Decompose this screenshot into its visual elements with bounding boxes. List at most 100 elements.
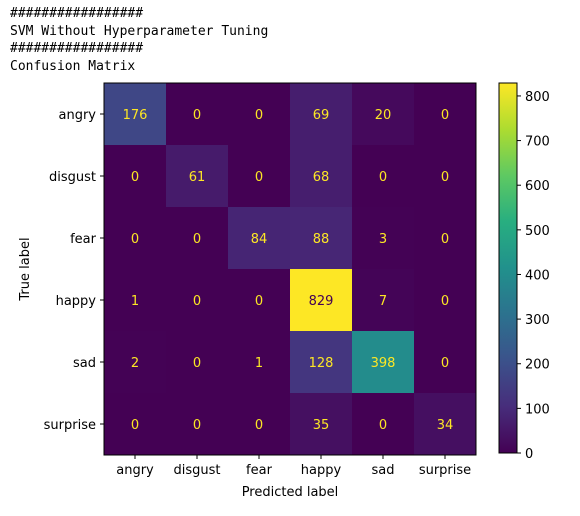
matrix-cell-angry-sad <box>352 83 414 145</box>
matrix-cell-fear-sad <box>352 207 414 269</box>
matrix-cell-sad-happy <box>290 331 352 393</box>
y-tick-label-angry: angry <box>59 108 97 123</box>
matrix-cell-angry-fear <box>228 83 290 145</box>
cell-value-fear-fear: 84 <box>251 232 268 247</box>
matrix-cell-happy-sad <box>352 269 414 331</box>
matrix-annotations: 176 0 0 69 20 00 61 0 68 0 00 0 84 88 3 01 0 0 829 7 02 0 1 128… <box>123 108 454 433</box>
cell-value-disgust-surprise: 0 <box>441 170 449 185</box>
matrix-cell-surprise-sad <box>352 393 414 455</box>
output-line-separator-bottom: ################# <box>10 41 144 56</box>
x-axis-ticks: angry disgust fear happy sad surprise <box>116 455 471 478</box>
matrix-cell-fear-surprise <box>414 207 476 269</box>
cell-value-sad-surprise: 0 <box>441 356 449 371</box>
cell-value-disgust-angry: 0 <box>131 170 139 185</box>
colorbar-tick-label-300: 300 <box>525 313 550 328</box>
colorbar-tick-label-700: 700 <box>525 135 550 150</box>
matrix-cell-sad-disgust <box>166 331 228 393</box>
cell-value-fear-disgust: 0 <box>193 232 201 247</box>
colorbar-tick-label-100: 100 <box>525 402 550 417</box>
cell-value-angry-sad: 20 <box>375 108 392 123</box>
matrix-cell-surprise-angry <box>104 393 166 455</box>
cell-value-surprise-surprise: 34 <box>437 418 454 433</box>
colorbar <box>498 82 518 454</box>
cell-value-sad-disgust: 0 <box>193 356 201 371</box>
cell-value-sad-happy: 128 <box>309 356 334 371</box>
x-axis-title: Predicted label <box>242 485 339 500</box>
colorbar-tick-label-800: 800 <box>525 90 550 105</box>
matrix-cell-surprise-happy <box>290 393 352 455</box>
cell-value-fear-surprise: 0 <box>441 232 449 247</box>
cell-value-angry-disgust: 0 <box>193 108 201 123</box>
matrix-cells <box>104 83 476 455</box>
cell-value-happy-happy: 829 <box>309 294 334 309</box>
matrix-frame <box>103 82 477 456</box>
y-tick-label-disgust: disgust <box>49 170 96 185</box>
colorbar-tick-label-400: 400 <box>525 268 550 283</box>
matrix-cell-sad-sad <box>352 331 414 393</box>
cell-value-sad-sad: 398 <box>371 356 396 371</box>
colorbar-tick-label-0: 0 <box>525 447 533 462</box>
matrix-cell-angry-disgust <box>166 83 228 145</box>
colorbar-tick-label-600: 600 <box>525 179 550 194</box>
matrix-cell-happy-disgust <box>166 269 228 331</box>
x-tick-label-surprise: surprise <box>419 463 471 478</box>
matrix-cell-angry-surprise <box>414 83 476 145</box>
cell-value-fear-sad: 3 <box>379 232 387 247</box>
matrix-cell-disgust-happy <box>290 145 352 207</box>
cell-value-disgust-fear: 0 <box>255 170 263 185</box>
cell-value-angry-angry: 176 <box>123 108 148 123</box>
matrix-cell-surprise-surprise <box>414 393 476 455</box>
x-tick-label-happy: happy <box>301 463 342 478</box>
x-tick-label-disgust: disgust <box>174 463 221 478</box>
matrix-cell-angry-angry <box>104 83 166 145</box>
cell-value-happy-disgust: 0 <box>193 294 201 309</box>
matrix-cell-surprise-disgust <box>166 393 228 455</box>
matrix-cell-fear-angry <box>104 207 166 269</box>
matrix-cell-happy-surprise <box>414 269 476 331</box>
cell-value-fear-angry: 0 <box>131 232 139 247</box>
x-tick-label-fear: fear <box>246 463 273 478</box>
cell-value-disgust-disgust: 61 <box>189 170 206 185</box>
output-line-model-title: SVM Without Hyperparameter Tuning <box>10 23 269 39</box>
matrix-cell-happy-happy <box>290 269 352 331</box>
matrix-cell-fear-fear <box>228 207 290 269</box>
matrix-cell-sad-angry <box>104 331 166 393</box>
cell-value-disgust-happy: 68 <box>313 170 330 185</box>
matrix-cell-disgust-fear <box>228 145 290 207</box>
cell-value-angry-fear: 0 <box>255 108 263 123</box>
cell-value-disgust-sad: 0 <box>379 170 387 185</box>
matrix-cell-fear-disgust <box>166 207 228 269</box>
cell-value-surprise-happy: 35 <box>313 418 330 433</box>
y-tick-label-fear: fear <box>70 232 97 247</box>
colorbar-ticks: 0 100 200 300 400 500 600 700 800 <box>517 90 550 462</box>
cell-value-angry-happy: 69 <box>313 108 330 123</box>
output-line-confusion-matrix-label: Confusion Matrix <box>10 58 136 74</box>
cell-value-sad-fear: 1 <box>255 356 263 371</box>
matrix-cell-sad-fear <box>228 331 290 393</box>
matrix-cell-happy-angry <box>104 269 166 331</box>
notebook-output-text: ################# SVM Without Hyperparame… <box>10 5 268 75</box>
matrix-cell-disgust-sad <box>352 145 414 207</box>
y-axis-title: True label <box>18 237 33 301</box>
cell-value-happy-surprise: 0 <box>441 294 449 309</box>
x-tick-label-angry: angry <box>116 463 154 478</box>
cell-value-happy-sad: 7 <box>379 294 387 309</box>
cell-value-happy-fear: 0 <box>255 294 263 309</box>
y-tick-label-happy: happy <box>56 294 97 309</box>
y-axis-ticks: angry disgust fear happy sad surprise <box>44 108 104 433</box>
y-tick-label-surprise: surprise <box>44 418 96 433</box>
cell-value-surprise-sad: 0 <box>379 418 387 433</box>
y-tick-label-sad: sad <box>73 356 96 371</box>
matrix-cell-happy-fear <box>228 269 290 331</box>
cell-value-fear-happy: 88 <box>313 232 330 247</box>
matrix-cell-disgust-angry <box>104 145 166 207</box>
matrix-cell-angry-happy <box>290 83 352 145</box>
output-line-separator-top: ################# <box>10 6 144 21</box>
colorbar-tick-label-500: 500 <box>525 224 550 239</box>
cell-value-angry-surprise: 0 <box>441 108 449 123</box>
matrix-cell-surprise-fear <box>228 393 290 455</box>
cell-value-surprise-angry: 0 <box>131 418 139 433</box>
matrix-cell-fear-happy <box>290 207 352 269</box>
cell-value-surprise-disgust: 0 <box>193 418 201 433</box>
